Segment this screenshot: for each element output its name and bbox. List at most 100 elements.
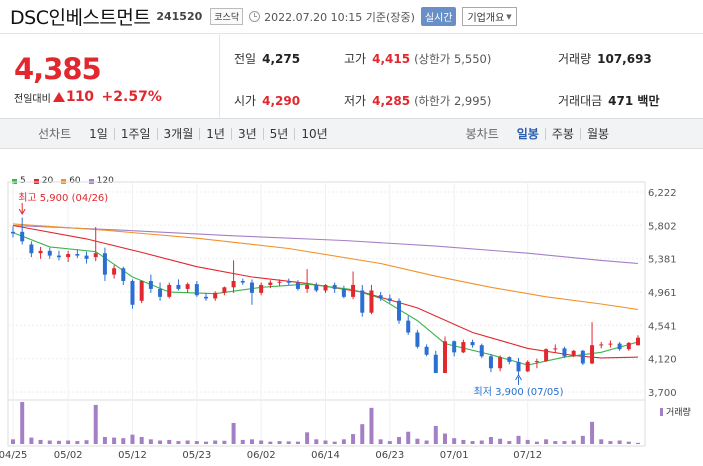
candle-body [112,268,117,275]
volume-bar [167,439,172,444]
low-annotation: 최저 3,900 (07/05) [474,386,564,398]
candle-body [461,342,466,353]
stat-value: 4,285 [372,93,411,108]
line-period-tab[interactable]: 3년 [232,127,264,140]
stat-open: 시가 4,290 [234,92,300,109]
line-period-tab[interactable]: 5년 [264,127,296,140]
candle-period-tab[interactable]: 일봉 [511,127,546,140]
volume-bar [240,439,245,444]
change-row: 전일대비 110 +2.57% [14,89,219,105]
candle-body [323,284,328,291]
candle-body [452,341,457,353]
volume-bar [553,441,558,444]
volume-bar [544,439,549,444]
candle-body [590,345,595,364]
candle-body [369,290,374,313]
volume-bar [571,440,576,444]
candle-body [525,361,530,372]
volume-bar [406,431,411,444]
candle-body [479,345,484,357]
volume-bar [130,434,135,444]
ma120-line [12,224,639,265]
high-annotation: 최고 5,900 (04/26) [18,192,108,204]
candle-body [360,290,365,313]
candle-body [305,284,310,289]
candle-body [20,231,25,242]
candle-body [387,298,392,301]
stat-low: 저가 4,285 (하한가 2,995) [344,92,491,109]
candle-body [121,268,126,281]
volume-bar [562,441,567,444]
candle-body [636,337,640,346]
candle-body [66,254,71,258]
volume-bar [194,441,199,444]
volume-bar [387,441,392,444]
volume-bar [20,402,25,444]
volume-plot-frame [7,399,646,447]
legend-item: 120 [88,176,114,186]
volume-bar [38,439,43,444]
volume-bar [452,438,457,444]
legend-swatch [33,178,39,184]
volume-bar [148,439,153,444]
candle-body [130,280,135,305]
stock-header: DSC인베스트먼트 241520 코스닥 2022.07.20 10:15 기준… [0,0,703,34]
stock-name: DSC인베스트먼트 [10,7,151,29]
high-arrow-head [18,208,26,215]
volume-bar [268,441,273,444]
line-period-tab[interactable]: 3개월 [158,127,201,140]
legend-label: 20 [41,176,54,186]
y-tick-label: 5,381 [648,255,677,266]
realtime-button[interactable]: 실시간 [420,7,457,26]
volume-bar [580,435,585,444]
candle-body [259,284,264,293]
up-arrow-icon [52,92,65,102]
candle-body [47,250,52,256]
candle-body [213,292,218,299]
legend-item: 60 [61,176,81,186]
stat-value: 4,275 [262,51,301,66]
chevron-down-icon: ▼ [506,12,512,21]
candle-body [11,231,15,234]
candle-body [544,349,549,362]
line-period-tab[interactable]: 1년 [200,127,232,140]
candle-body [286,281,291,283]
candle-body [406,320,411,333]
change-value: 110 [65,89,94,105]
stat-value: 471 백만 [608,94,660,108]
y-tick-label: 4,541 [648,321,677,332]
candle-body [617,343,622,350]
x-tick-label: 05/12 [118,450,147,461]
price-box: 4,385 전일대비 110 +2.57% [0,34,220,118]
stat-high: 고가 4,415 (상한가 5,550) [344,50,491,67]
line-period-tab[interactable]: 1일 [83,127,115,140]
candle-body [553,348,558,350]
stat-amount: 거래대금 471 백만 [558,92,659,109]
volume-bar [608,441,613,444]
company-info-dropdown[interactable]: 기업개요 ▼ [462,7,517,26]
candle-body [102,253,107,275]
candle-period-tab[interactable]: 월봉 [586,126,610,141]
candle-body [231,280,236,288]
candle-body [295,282,300,289]
stat-label: 전일 [234,52,257,66]
candle-body [415,332,420,347]
y-tick-label: 5,802 [648,221,677,232]
volume-bar [378,439,383,444]
volume-bar [360,424,365,444]
y-tick-label: 6,222 [648,188,677,199]
line-period-tabs: 1일 1주일 3개월 1년 3년 5년 10년 [83,126,334,141]
x-tick-label: 04/25 [0,450,27,461]
candle-body [167,284,172,297]
volume-bar [112,437,117,444]
volume-bar [314,439,319,444]
line-period-tab[interactable]: 10년 [301,126,328,141]
volume-swatch [660,407,663,416]
volume-bar [259,440,264,444]
candle-period-tab[interactable]: 주봉 [546,127,581,140]
market-badge: 코스닥 [210,8,244,25]
candle-body [488,356,493,369]
line-period-tab[interactable]: 1주일 [115,127,158,140]
lower-limit: (하한가 2,995) [414,93,492,108]
x-tick-label: 06/14 [311,450,340,461]
